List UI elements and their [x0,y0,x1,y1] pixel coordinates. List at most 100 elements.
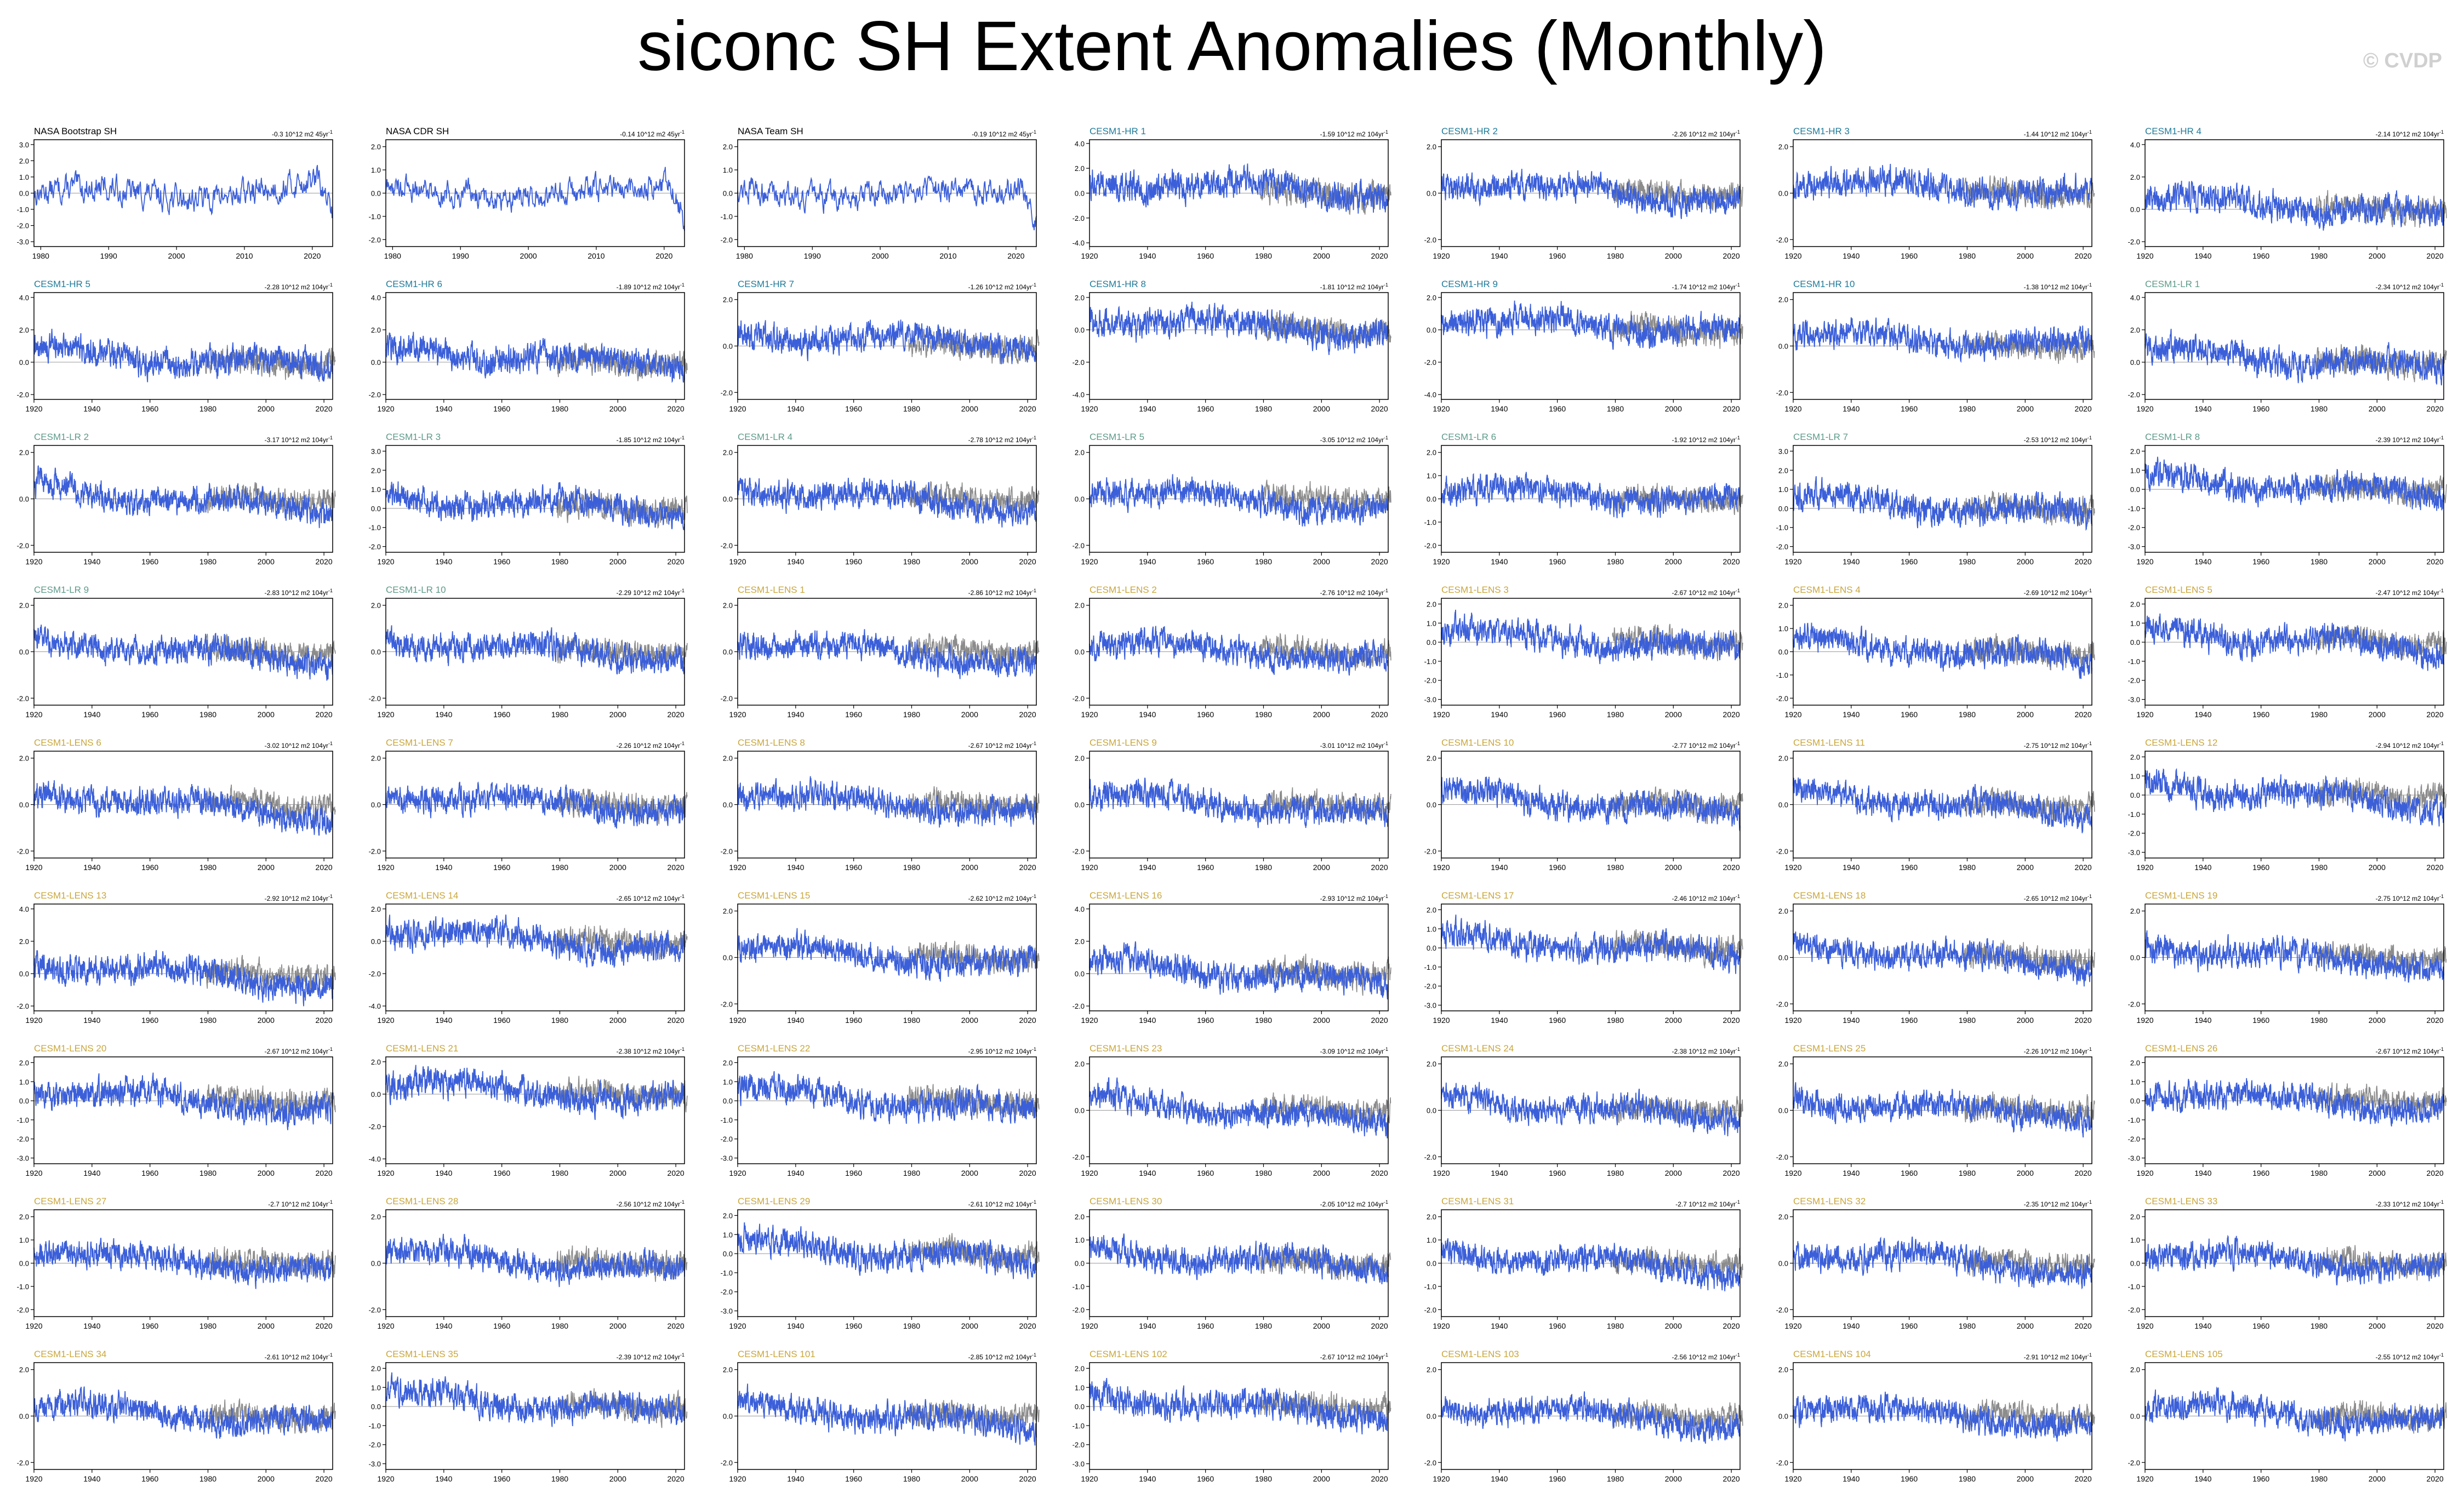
x-tick-label: 2000 [609,1169,626,1177]
panel-trend: -1.89 10^12 m2 104yr-1 [617,282,685,291]
x-tick-label: 1980 [551,863,568,872]
x-tick-label: 1940 [83,710,100,719]
obs-series-line [1964,1247,2095,1281]
y-tick-label: -2.0 [17,1135,29,1143]
panel-trend: -2.61 10^12 m2 104yr-1 [265,1352,333,1361]
y-tick-label: 0.0 [1075,801,1085,809]
chart-panel: CESM1-LENS 22 -2.95 10^12 m2 104yr-1 1920 1… [721,1043,1040,1177]
x-tick-label: 2020 [668,1169,685,1177]
y-tick-label: -2.0 [1424,982,1436,991]
y-tick-label: 0.0 [1427,1107,1436,1115]
panel-trend: -1.81 10^12 m2 104yr-1 [1320,282,1388,291]
y-tick-label: 0.0 [1075,1260,1085,1268]
panel-title: CESM1-LENS 34 [34,1349,106,1359]
data-series-line [2144,456,2444,511]
x-tick-label: 1960 [845,1322,862,1330]
x-tick-label: 2020 [1723,251,1740,260]
x-tick-label: 1920 [2136,863,2153,872]
x-tick-label: 1980 [1607,1169,1624,1177]
x-tick-label: 2000 [609,1016,626,1025]
y-tick-label: 4.0 [371,294,381,302]
x-tick-label: 1920 [1784,863,1801,872]
x-tick-label: 1920 [1784,1016,1801,1025]
x-tick-label: 2020 [316,1474,333,1483]
y-tick-label: -2.0 [721,847,733,855]
data-series-line [2144,329,2444,386]
y-tick-label: -2.0 [1073,214,1085,222]
x-tick-label: 1920 [729,710,746,719]
x-tick-label: 2000 [1313,557,1330,566]
y-tick-label: -3.0 [2128,1154,2140,1163]
y-tick-label: -1.0 [2128,1116,2140,1124]
panel-title: CESM1-HR 8 [1090,279,1146,289]
y-tick-label: 1.0 [723,1231,733,1239]
panel-title: CESM1-LR 10 [386,585,446,595]
y-tick-label: 0.0 [2130,638,2140,647]
panel-trend: -2.26 10^12 m2 104yr-1 [617,741,685,750]
x-tick-label: 2000 [961,557,978,566]
panel-frame [385,1362,685,1470]
data-series-line [1793,317,2092,363]
y-tick-label: 2.0 [2130,1213,2140,1221]
y-tick-label: 2.0 [371,1364,381,1372]
y-tick-label: 1.0 [371,485,381,494]
chart-panel: CESM1-LR 10 -2.29 10^12 m2 104yr-1 1920 194… [369,585,688,719]
x-tick-label: 1960 [1901,710,1918,719]
y-tick-label: 2.0 [19,754,29,763]
data-series-line [1793,622,2092,679]
panel-trend: -2.86 10^12 m2 104yr-1 [968,588,1036,597]
x-tick-label: 1920 [729,1169,746,1177]
y-tick-label: 2.0 [1427,600,1436,608]
y-tick-label: 2.0 [371,1058,381,1066]
data-series-line [33,950,333,1006]
panel-trend: -0.14 10^12 m2 45yr-1 [620,129,685,138]
y-tick-label: 2.0 [1778,1366,1788,1374]
x-tick-label: 1940 [435,1016,452,1025]
x-tick-label: 1980 [1255,1322,1272,1330]
data-series-line [33,165,333,219]
x-tick-label: 1960 [845,863,862,872]
x-tick-label: 1960 [141,1474,158,1483]
x-tick-label: 1960 [845,1474,862,1483]
x-tick-label: 2000 [258,863,275,872]
panel-title: CESM1-HR 3 [1793,126,1850,136]
y-tick-label: -2.0 [2128,391,2140,399]
chart-panel: CESM1-LENS 4 -2.69 10^12 m2 104yr-1 1920 19… [1776,585,2095,719]
x-tick-label: 1940 [1491,863,1508,872]
x-tick-label: 2020 [2075,557,2092,566]
y-tick-label: 0.0 [1427,190,1436,198]
panel-title: CESM1-LENS 27 [34,1196,106,1206]
panel-title: CESM1-LENS 28 [386,1196,458,1206]
x-tick-label: 2000 [2369,251,2386,260]
chart-panel: CESM1-LENS 27 -2.7 10^12 m2 104yr-1 1920 19… [17,1196,336,1330]
panel-trend: -2.46 10^12 m2 104yr-1 [1672,894,1740,902]
x-tick-label: 2020 [2427,1016,2444,1025]
x-tick-label: 1940 [1139,863,1156,872]
x-tick-label: 2020 [1019,1474,1036,1483]
y-tick-label: -3.0 [721,1154,733,1163]
y-tick-label: -1.0 [1424,1283,1436,1291]
x-tick-label: 2000 [1665,557,1682,566]
obs-series-line [908,329,1040,364]
y-tick-label: 2.0 [2130,600,2140,608]
y-tick-label: 4.0 [19,294,29,302]
y-tick-label: -4.0 [1073,239,1085,247]
x-tick-label: 2000 [258,1169,275,1177]
x-tick-label: 1980 [903,1169,920,1177]
data-series-line [1089,941,1389,1000]
y-tick-label: 4.0 [2130,294,2140,302]
y-tick-label: 2.0 [19,326,29,334]
panel-title: CESM1-LENS 8 [738,737,805,748]
y-tick-label: -3.0 [1073,1460,1085,1468]
y-tick-label: 2.0 [723,1211,733,1220]
panel-title: CESM1-LENS 32 [1793,1196,1866,1206]
x-tick-label: 1940 [1843,1474,1860,1483]
x-tick-label: 1980 [1607,1016,1624,1025]
chart-panel: CESM1-HR 3 -1.44 10^12 m2 104yr-1 1920 1940… [1776,126,2095,260]
y-tick-label: -2.0 [2128,1135,2140,1143]
x-tick-label: 1920 [25,1016,42,1025]
y-tick-label: -2.0 [1424,677,1436,685]
y-tick-label: -2.0 [721,1288,733,1296]
x-tick-label: 2020 [1371,863,1388,872]
